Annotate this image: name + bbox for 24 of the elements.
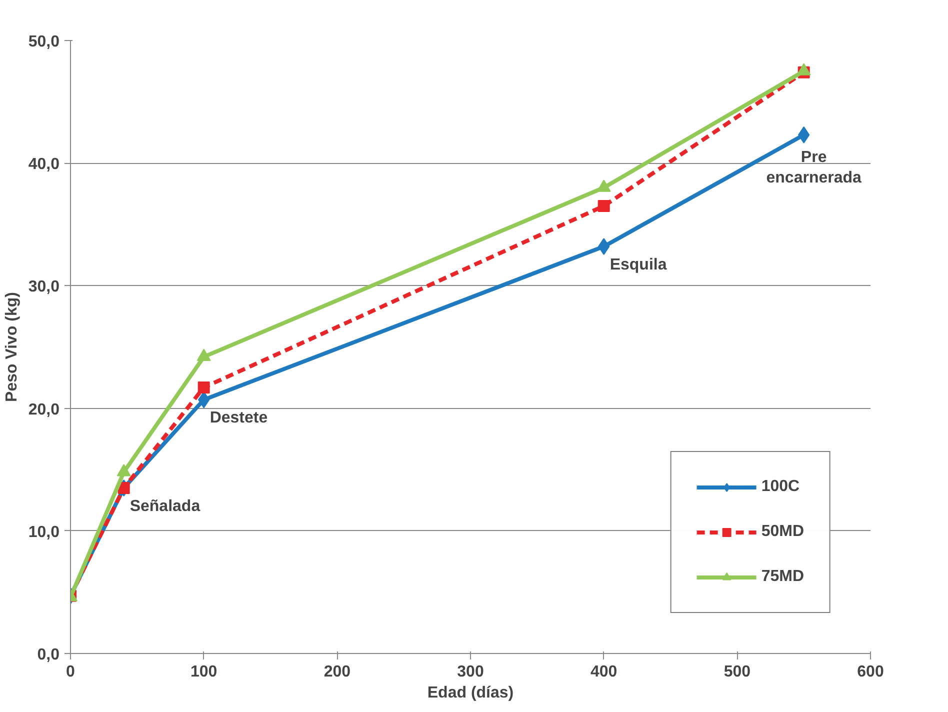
y-axis-title: Peso Vivo (kg) <box>3 292 20 402</box>
x-tick-label: 400 <box>590 664 618 680</box>
y-tick-label: 20,0 <box>28 401 60 418</box>
x-tick-label: 100 <box>190 664 218 680</box>
point <box>598 200 610 212</box>
x-tick-label: 300 <box>457 664 484 680</box>
annotation: Esquila <box>610 256 667 274</box>
y-tick-label: 10,0 <box>28 524 60 541</box>
legend-label: 50MD <box>761 523 804 541</box>
x-tick-label: 500 <box>724 664 751 680</box>
y-tick-label: 0,0 <box>37 646 60 664</box>
annotation: Señalada <box>130 498 200 515</box>
y-tick-label: 30,0 <box>28 278 60 296</box>
annotation: Pre encarnerada <box>766 148 862 186</box>
y-tick-label: 40,0 <box>28 156 60 174</box>
x-tick-label: 0 <box>66 664 76 680</box>
legend-label: 75MD <box>761 568 804 586</box>
y-tick-label: 50,0 <box>28 34 60 50</box>
legend-label: 100C <box>761 478 800 496</box>
x-tick-label: 200 <box>324 664 351 680</box>
point <box>198 381 210 394</box>
x-axis-title: Edad (días) <box>427 684 514 702</box>
annotation: Destete <box>210 410 268 427</box>
x-tick-label: 600 <box>857 664 884 680</box>
